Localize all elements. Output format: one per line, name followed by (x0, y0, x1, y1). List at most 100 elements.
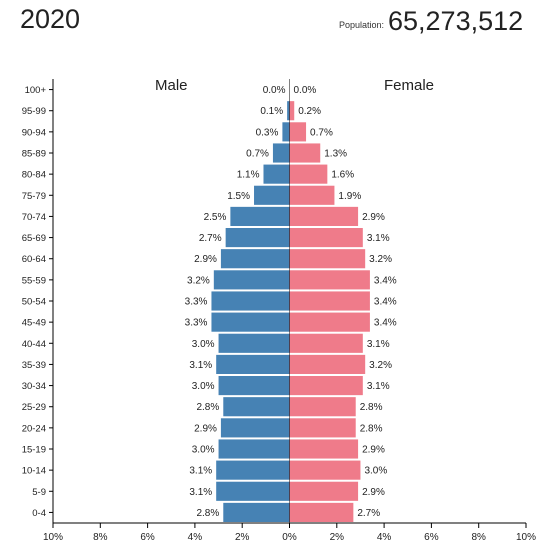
male-value-label: 2.9% (194, 423, 217, 434)
x-tick-label: 8% (471, 532, 486, 543)
legend-female: Female (384, 77, 434, 94)
male-bar (216, 460, 290, 480)
male-bar (223, 397, 290, 417)
age-group-label: 85-89 (22, 149, 46, 160)
female-bar (289, 185, 335, 205)
female-bar (289, 206, 359, 226)
female-bar (289, 354, 366, 374)
x-tick-label: 2% (235, 532, 250, 543)
age-group-label: 25-29 (22, 402, 46, 413)
male-bar (254, 185, 290, 205)
age-group-label: 70-74 (22, 212, 46, 223)
x-tick-label: 6% (140, 532, 155, 543)
age-group-label: 50-54 (22, 297, 46, 308)
female-value-label: 3.4% (374, 275, 397, 286)
male-bar (216, 481, 290, 501)
female-value-label: 2.8% (360, 423, 383, 434)
male-value-label: 2.9% (194, 254, 217, 265)
male-value-label: 2.5% (204, 212, 227, 223)
male-bar (225, 228, 290, 248)
male-bar (272, 143, 290, 163)
female-bar (289, 101, 295, 121)
male-bar (218, 376, 290, 396)
age-group-label: 90-94 (22, 127, 46, 138)
year-title: 2020 (20, 4, 80, 34)
female-value-label: 3.1% (367, 381, 390, 392)
x-tick-label: 8% (93, 532, 108, 543)
male-bar (211, 291, 290, 311)
male-bar (230, 206, 290, 226)
female-bar (289, 249, 366, 269)
female-value-label: 1.3% (324, 149, 347, 160)
female-value-label: 3.4% (374, 297, 397, 308)
male-bar (220, 418, 290, 438)
female-value-label: 3.4% (374, 318, 397, 329)
age-group-label: 10-14 (22, 466, 46, 477)
male-value-label: 3.0% (192, 445, 215, 456)
age-group-label: 95-99 (22, 106, 46, 117)
male-bar (263, 164, 290, 184)
female-bar (289, 502, 354, 522)
female-bar (289, 312, 370, 332)
male-bar (287, 101, 290, 121)
female-bar (289, 270, 370, 290)
female-value-label: 3.2% (369, 254, 392, 265)
female-value-label: 3.1% (367, 339, 390, 350)
bars-layer: 2.8% 2.7% 3.1% 2.9% 3.1% 3.0% 3.0% 2.9% 2.9% 2.8%… (185, 85, 397, 522)
male-bar (211, 312, 290, 332)
female-value-label: 0.2% (298, 106, 321, 117)
axes-layer: 0-4 5-9 10-14 15-19 20-24 25-29 30-34 35-39 40-4… (22, 79, 536, 543)
age-group-label: 60-64 (22, 254, 46, 265)
male-value-label: 2.8% (196, 402, 219, 413)
female-bar (289, 228, 363, 248)
male-value-label: 3.1% (189, 487, 212, 498)
female-value-label: 3.0% (364, 466, 387, 477)
male-value-label: 0.1% (260, 106, 283, 117)
male-bar (282, 122, 290, 142)
age-group-label: 100+ (25, 85, 47, 96)
female-bar (289, 418, 356, 438)
female-value-label: 1.9% (338, 191, 361, 202)
x-tick-label: 0% (282, 532, 297, 543)
female-bar (289, 164, 328, 184)
female-value-label: 0.0% (294, 85, 317, 96)
age-group-label: 30-34 (22, 381, 46, 392)
female-value-label: 2.7% (357, 508, 380, 519)
age-group-label: 0-4 (32, 508, 46, 519)
age-group-label: 65-69 (22, 233, 46, 244)
male-value-label: 3.3% (185, 297, 208, 308)
age-group-label: 40-44 (22, 339, 46, 350)
male-bar (218, 439, 290, 459)
male-bar (220, 249, 290, 269)
female-value-label: 2.9% (362, 212, 385, 223)
x-tick-label: 6% (424, 532, 439, 543)
legend-male: Male (155, 77, 188, 94)
male-value-label: 2.7% (199, 233, 222, 244)
age-group-label: 5-9 (32, 487, 46, 498)
x-tick-label: 2% (330, 532, 345, 543)
male-value-label: 1.1% (237, 170, 260, 181)
male-value-label: 3.0% (192, 381, 215, 392)
x-tick-label: 10% (43, 532, 63, 543)
male-value-label: 3.3% (185, 318, 208, 329)
male-value-label: 0.7% (246, 149, 269, 160)
male-bar (223, 502, 290, 522)
female-value-label: 2.9% (362, 445, 385, 456)
female-bar (289, 397, 356, 417)
female-bar (289, 460, 361, 480)
male-bar (213, 270, 290, 290)
female-bar (289, 333, 363, 353)
female-value-label: 1.6% (331, 170, 354, 181)
female-bar (289, 439, 359, 459)
male-value-label: 1.5% (227, 191, 250, 202)
x-tick-label: 4% (377, 532, 392, 543)
x-tick-label: 10% (516, 532, 536, 543)
male-value-label: 3.1% (189, 466, 212, 477)
population-label: Population: (339, 20, 384, 30)
male-bar (216, 354, 290, 374)
female-value-label: 2.8% (360, 402, 383, 413)
male-value-label: 2.8% (196, 508, 219, 519)
male-value-label: 0.3% (256, 127, 279, 138)
female-bar (289, 143, 321, 163)
